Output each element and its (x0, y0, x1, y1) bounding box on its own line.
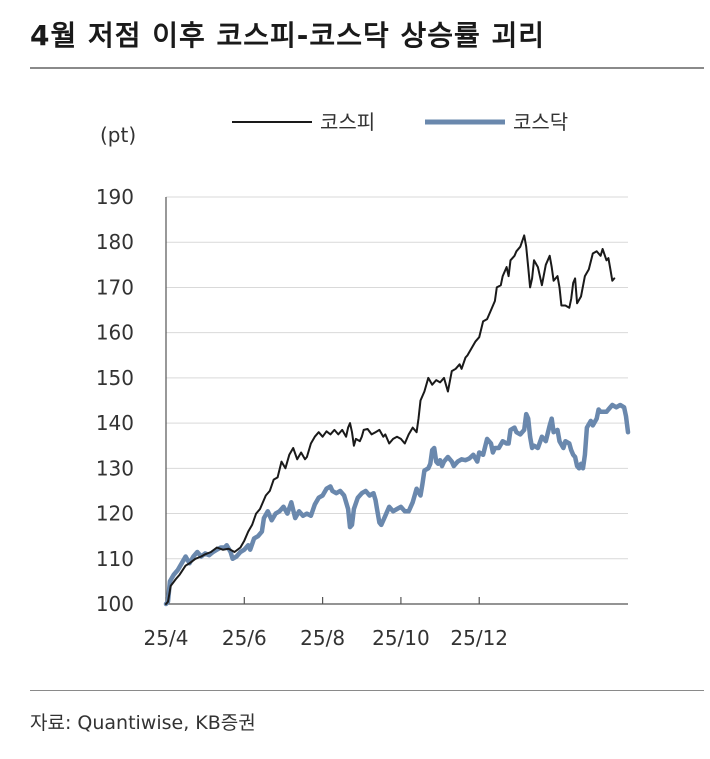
y-tick-label: 120 (96, 502, 134, 526)
y-tick-label: 110 (96, 547, 134, 571)
series-line-kosdaq (163, 402, 631, 607)
series-line-kospi (165, 234, 616, 605)
y-tick-labels: 100 110 120 130 140 150 160 170 180 190 (96, 185, 134, 616)
y-axis-unit-label: (pt) (100, 123, 136, 147)
y-tick-label: 160 (96, 321, 134, 345)
legend-label-kosdaq: 코스닥 (513, 110, 568, 134)
footer-divider (30, 690, 704, 691)
title-divider (30, 67, 704, 69)
legend: 코스피 코스닥 (232, 110, 568, 134)
y-tick-label: 170 (96, 275, 134, 299)
x-tick-label: 25/10 (372, 626, 430, 650)
x-tick-label: 25/4 (144, 626, 189, 650)
series-lines (163, 234, 631, 607)
y-tick-label: 100 (96, 592, 134, 616)
y-tick-label: 190 (96, 185, 134, 209)
gridlines (166, 196, 628, 560)
chart-title: 4월 저점 이후 코스피-코스닥 상승률 괴리 (30, 19, 546, 52)
y-tick-label: 150 (96, 366, 134, 390)
y-tick-label: 130 (96, 456, 134, 480)
y-tick-label: 140 (96, 411, 134, 435)
y-tick-label: 180 (96, 230, 134, 254)
legend-label-kospi: 코스피 (320, 110, 375, 134)
x-tick-label: 25/6 (222, 626, 267, 650)
source-note: 자료: Quantiwise, KB증권 (30, 712, 256, 734)
x-tick-label: 25/8 (300, 626, 345, 650)
x-tick-labels: 25/4 25/6 25/8 25/10 25/12 (144, 626, 509, 650)
axes (165, 197, 628, 605)
x-tick-label: 25/12 (450, 626, 508, 650)
